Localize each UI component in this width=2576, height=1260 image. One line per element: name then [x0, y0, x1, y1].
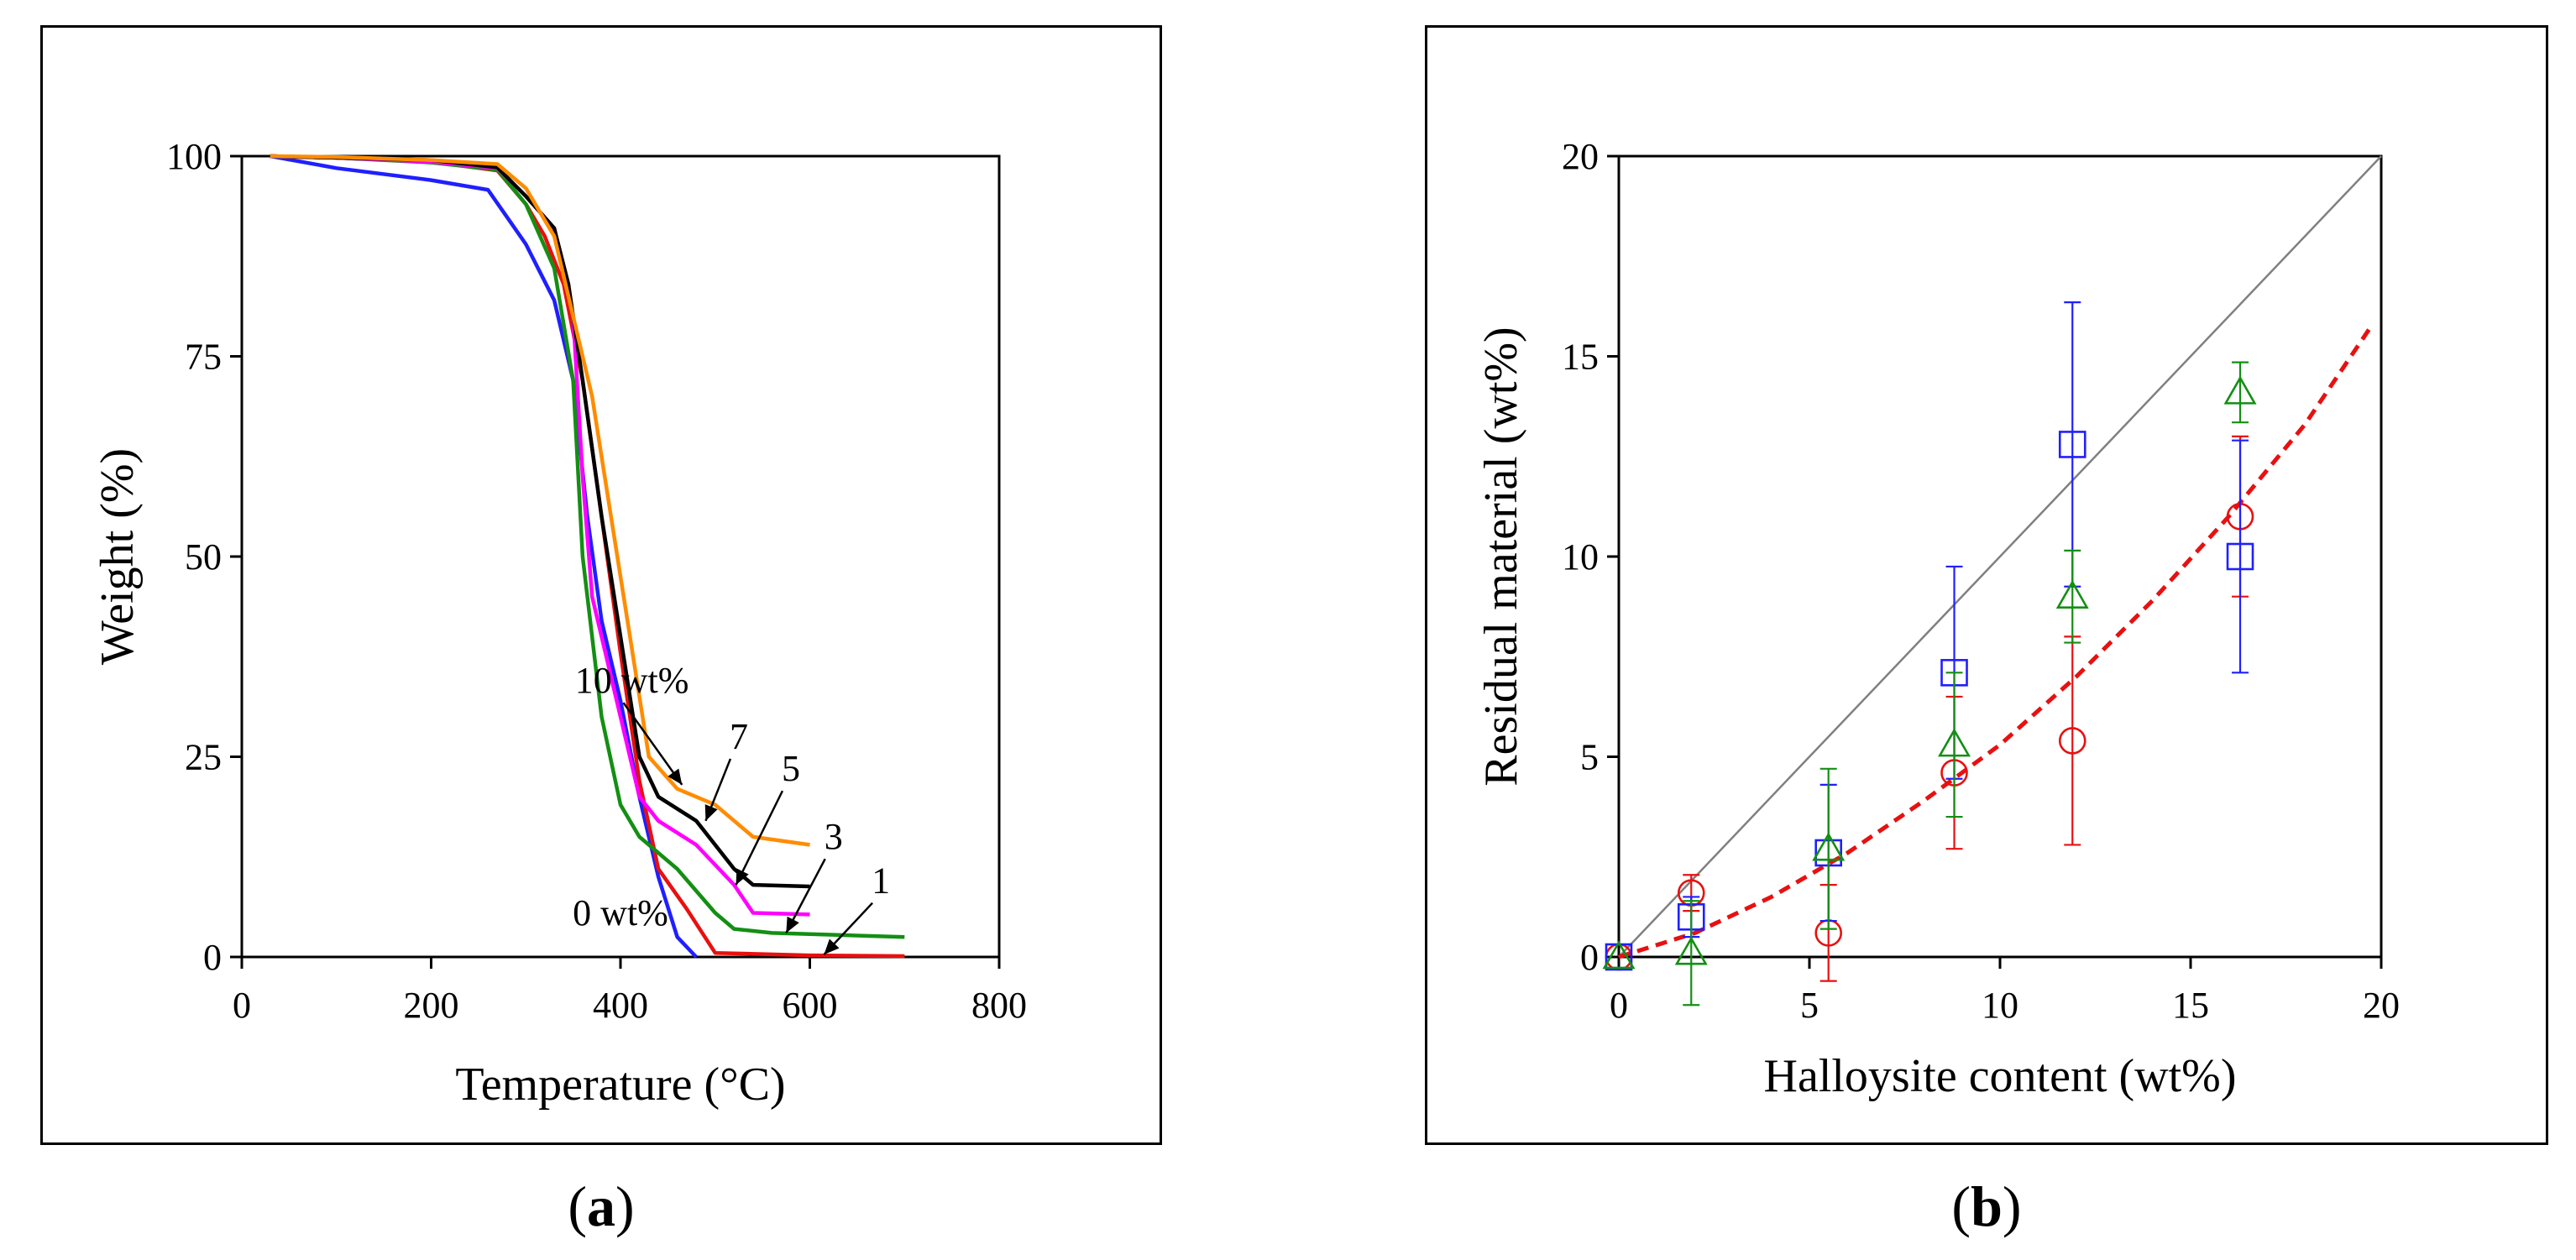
marker-triangle [2055, 579, 2089, 609]
x-tick-label-b: 10 [1982, 985, 2018, 1026]
x-tick-label-a: 0 [233, 985, 251, 1026]
y-tick-label-a: 50 [185, 536, 222, 578]
x-tick-label-a: 600 [783, 985, 838, 1026]
x-axis-label-b: Halloysite content (wt%) [1764, 1050, 2237, 1102]
annotation-label-a: 0 wt% [573, 892, 668, 933]
annotation-arrow-head [704, 804, 718, 821]
x-tick-label-a: 800 [971, 985, 1027, 1026]
caption-b-letter: b [1971, 1174, 2003, 1238]
y-axis-label-b: Residual material (wt%) [1475, 327, 1527, 786]
y-tick-label-b: 10 [1562, 536, 1599, 578]
annotation-arrow-head [786, 916, 799, 933]
marker-triangle [1602, 940, 1636, 970]
annotation-arrow-head [668, 768, 683, 785]
annotation-label-a: 1 [872, 860, 890, 902]
x-tick-label-b: 5 [1800, 985, 1819, 1026]
marker-square [2226, 542, 2254, 571]
annotation-arrow-line [735, 790, 784, 886]
annotation-label-a: 7 [730, 716, 748, 757]
marker-square [2058, 431, 2086, 458]
x-axis-label-a: Temperature (°C) [455, 1059, 785, 1111]
y-tick-label-a: 75 [185, 337, 222, 378]
y-tick-label-b: 5 [1580, 737, 1599, 778]
y-tick-label-b: 0 [1580, 937, 1599, 978]
annotation-arrow-head [824, 938, 840, 955]
fit-curve-dashed [1618, 327, 2372, 959]
x-tick-label-b: 15 [2172, 985, 2209, 1026]
y-tick-label-a: 0 [203, 937, 222, 978]
caption-a-letter: a [587, 1174, 615, 1238]
y-tick-label-a: 25 [185, 737, 222, 778]
identity-reference-line [1618, 155, 2382, 958]
marker-triangle [1812, 832, 1846, 861]
y-tick-label-b: 15 [1562, 337, 1599, 378]
caption-a: (a) [568, 1174, 635, 1238]
caption-b: (b) [1951, 1174, 2022, 1238]
panel-a-frame [40, 25, 1162, 1145]
x-tick-label-a: 200 [404, 985, 459, 1026]
marker-circle [2058, 727, 2086, 755]
y-tick-label-a: 100 [166, 136, 222, 177]
annotation-label-a: 5 [782, 748, 800, 789]
marker-triangle [1938, 728, 1971, 757]
y-axis-label-a: Weight (%) [92, 448, 144, 665]
x-tick-label-b: 0 [1610, 985, 1628, 1026]
annotation-arrow-head [736, 868, 749, 886]
x-tick-label-b: 20 [2363, 985, 2400, 1026]
series-line-10wt [270, 154, 810, 847]
marker-triangle [1674, 936, 1708, 965]
annotation-label-a: 3 [825, 816, 843, 857]
annotation-arrow-line [622, 702, 683, 786]
marker-triangle [2223, 375, 2257, 405]
x-tick-label-a: 400 [593, 985, 648, 1026]
annotation-label-a: 10 wt% [575, 660, 689, 701]
panel-b-frame [1425, 25, 2548, 1145]
y-tick-label-b: 20 [1562, 136, 1599, 177]
